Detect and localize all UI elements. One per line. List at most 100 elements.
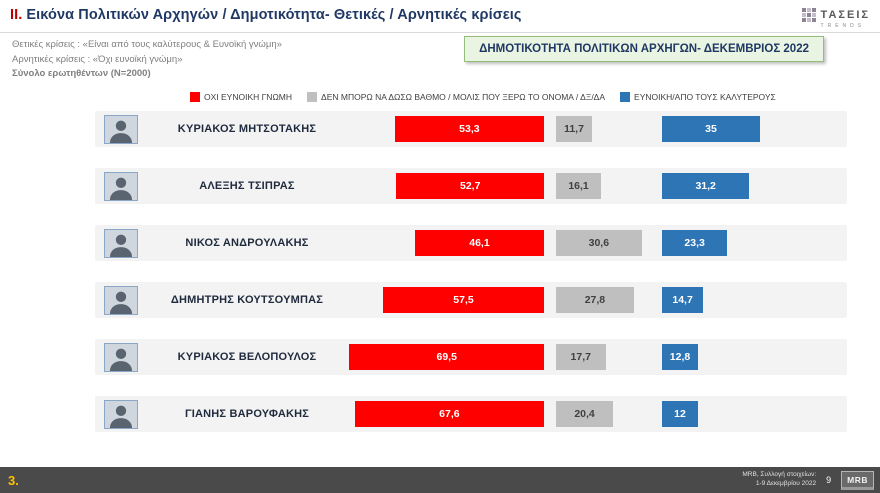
leader-name: ΓΙΑΝΗΣ ΒΑΡΟΥΦΑΚΗΣ — [184, 408, 310, 421]
person-silhouette-icon — [106, 343, 136, 371]
leader-photo — [104, 114, 138, 144]
negative-bar-zone: 52,7 — [348, 173, 544, 200]
positive-value: 35 — [705, 123, 717, 136]
negative-bar-zone: 46,1 — [348, 230, 544, 257]
person-silhouette-icon — [106, 115, 136, 143]
legend-label: ΔΕΝ ΜΠΟΡΩ ΝΑ ΔΩΣΩ ΒΑΘΜΟ / ΜΟΛΙΣ ΠΟΥ ΞΕΡΩ… — [321, 92, 606, 103]
taseis-logo-text: ΤΑΣΕΙΣ — [820, 9, 870, 21]
positive-value: 12 — [674, 408, 686, 421]
negative-bar: 53,3 — [394, 116, 544, 143]
source-line2: 1-9 Δεκεμβρίου 2022 — [755, 480, 817, 487]
negative-bar: 46,1 — [414, 230, 544, 257]
leader-name: ΑΛΕΞΗΣ ΤΣΙΠΡΑΣ — [199, 180, 295, 193]
mrb-logo: MRB — [841, 470, 874, 490]
neutral-bar-zone: 17,7 — [556, 344, 648, 371]
neutral-bar-zone: 27,8 — [556, 287, 648, 314]
legend-swatch-red — [190, 92, 200, 103]
legend-item-negative: ΟΧΙ ΕΥΝΟΙΚΗ ΓΝΩΜΗ — [190, 92, 293, 103]
neutral-bar-zone: 30,6 — [556, 230, 648, 257]
neutral-value: 30,6 — [588, 237, 610, 250]
neutral-bar: 11,7 — [556, 116, 592, 143]
neutral-value: 27,8 — [584, 294, 606, 307]
positive-bar: 12 — [662, 401, 698, 428]
positive-value: 12,8 — [669, 351, 691, 364]
section-marker: 3. — [8, 472, 19, 488]
leader-name: ΝΙΚΟΣ ΑΝΔΡΟΥΛΑΚΗΣ — [185, 237, 309, 250]
negative-value: 57,5 — [453, 294, 474, 307]
neutral-bar-zone: 16,1 — [556, 173, 648, 200]
footer: 3. MRB, Συλλογή στοιχείων: 1-9 Δεκεμβρίο… — [0, 467, 880, 493]
subtitle-negative: Αρνητικές κρίσεις : «Όχι ευνοϊκή γνώμη» — [12, 53, 183, 65]
positive-bar: 14,7 — [662, 287, 704, 314]
person-silhouette-icon — [106, 229, 136, 257]
positive-bar: 31,2 — [662, 173, 750, 200]
legend-item-neutral: ΔΕΝ ΜΠΟΡΩ ΝΑ ΔΩΣΩ ΒΑΘΜΟ / ΜΟΛΙΣ ΠΟΥ ΞΕΡΩ… — [307, 92, 606, 103]
footer-right: MRB, Συλλογή στοιχείων: 1-9 Δεκεμβρίου 2… — [742, 470, 874, 490]
positive-value: 23,3 — [684, 237, 705, 250]
neutral-bar-zone: 20,4 — [556, 401, 648, 428]
positive-bar: 35 — [662, 116, 760, 143]
taseis-logo-subtext: TRENDS — [820, 23, 866, 29]
person-silhouette-icon — [106, 172, 136, 200]
title-number: II. — [10, 7, 23, 23]
leader-row: ΚΥΡΙΑΚΟΣ ΜΗΤΣΟΤΑΚΗΣ 53,3 11,7 35 — [95, 111, 847, 148]
leader-name: ΚΥΡΙΑΚΟΣ ΒΕΛΟΠΟΥΛΟΣ — [177, 351, 317, 364]
taseis-grid-icon — [801, 8, 816, 22]
negative-value: 67,6 — [439, 408, 460, 421]
subtitle-sample: Σύνολο ερωτηθέντων (N=2000) — [12, 68, 151, 80]
negative-value: 69,5 — [436, 351, 457, 364]
source-line1: MRB, Συλλογή στοιχείων: — [742, 471, 817, 479]
positive-value: 31,2 — [695, 180, 716, 193]
taseis-logo: ΤΑΣΕΙΣ TRENDS — [801, 8, 870, 29]
positive-value: 14,7 — [672, 294, 693, 307]
leader-photo — [104, 342, 138, 372]
neutral-bar-zone: 11,7 — [556, 116, 648, 143]
page-number: 9 — [826, 475, 832, 485]
page-title: II. Εικόνα Πολιτικών Αρχηγών / Δημοτικότη… — [10, 7, 521, 23]
leader-row: ΑΛΕΞΗΣ ΤΣΙΠΡΑΣ 52,7 16,1 31,2 — [95, 168, 847, 205]
legend-label: ΟΧΙ ΕΥΝΟΙΚΗ ΓΝΩΜΗ — [204, 92, 293, 103]
neutral-bar: 27,8 — [556, 287, 634, 314]
positive-bar-zone: 31,2 — [662, 173, 762, 200]
leader-name: ΚΥΡΙΑΚΟΣ ΜΗΤΣΟΤΑΚΗΣ — [177, 123, 317, 136]
positive-bar-zone: 14,7 — [662, 287, 762, 314]
person-silhouette-icon — [106, 286, 136, 314]
chart-legend: ΟΧΙ ΕΥΝΟΙΚΗ ΓΝΩΜΗ ΔΕΝ ΜΠΟΡΩ ΝΑ ΔΩΣΩ ΒΑΘΜ… — [0, 82, 880, 111]
header: II. Εικόνα Πολιτικών Αρχηγών / Δημοτικότη… — [0, 0, 880, 33]
leader-photo — [104, 228, 138, 258]
negative-bar-zone: 67,6 — [348, 401, 544, 428]
neutral-bar: 16,1 — [556, 173, 602, 200]
subtitle-positive: Θετικές κρίσεις : «Είναι από τους καλύτε… — [12, 39, 282, 50]
neutral-value: 11,7 — [564, 123, 584, 136]
legend-swatch-gray — [307, 92, 318, 103]
negative-bar: 69,5 — [349, 344, 544, 371]
positive-bar-zone: 12 — [662, 401, 762, 428]
neutral-value: 16,1 — [568, 180, 589, 193]
leader-name: ΔΗΜΗΤΡΗΣ ΚΟΥΤΣΟΥΜΠΑΣ — [170, 294, 324, 307]
chart-title-banner: ΔΗΜΟΤΙΚΟΤΗΤΑ ΠΟΛΙΤΙΚΩΝ ΑΡΧΗΓΩΝ- ΔΕΚΕΜΒΡΙ… — [464, 36, 824, 62]
legend-label: ΕΥΝΟΙΚΗ/ΑΠΟ ΤΟΥΣ ΚΑΛΥΤΕΡΟΥΣ — [634, 92, 776, 103]
negative-bar: 67,6 — [354, 401, 544, 428]
neutral-value: 20,4 — [574, 408, 595, 421]
leader-row: ΓΙΑΝΗΣ ΒΑΡΟΥΦΑΚΗΣ 67,6 20,4 12 — [95, 396, 847, 433]
neutral-bar: 20,4 — [556, 401, 614, 428]
legend-swatch-blue — [620, 92, 631, 103]
leader-row: ΝΙΚΟΣ ΑΝΔΡΟΥΛΑΚΗΣ 46,1 30,6 23,3 — [95, 225, 847, 262]
positive-bar-zone: 12,8 — [662, 344, 762, 371]
negative-value: 53,3 — [459, 123, 480, 136]
positive-bar: 12,8 — [662, 344, 698, 371]
negative-value: 52,7 — [460, 180, 481, 193]
negative-bar: 52,7 — [396, 173, 544, 200]
chart-rows: ΚΥΡΙΑΚΟΣ ΜΗΤΣΟΤΑΚΗΣ 53,3 11,7 35 ΑΛΕΞΗΣ … — [0, 111, 880, 433]
positive-bar-zone: 35 — [662, 116, 762, 143]
leader-photo — [104, 171, 138, 201]
neutral-value: 17,7 — [570, 351, 591, 364]
neutral-bar: 30,6 — [556, 230, 642, 257]
negative-bar-zone: 69,5 — [348, 344, 544, 371]
negative-bar-zone: 53,3 — [348, 116, 544, 143]
positive-bar-zone: 23,3 — [662, 230, 762, 257]
leader-photo — [104, 399, 138, 429]
person-silhouette-icon — [106, 400, 136, 428]
negative-bar: 57,5 — [383, 287, 544, 314]
